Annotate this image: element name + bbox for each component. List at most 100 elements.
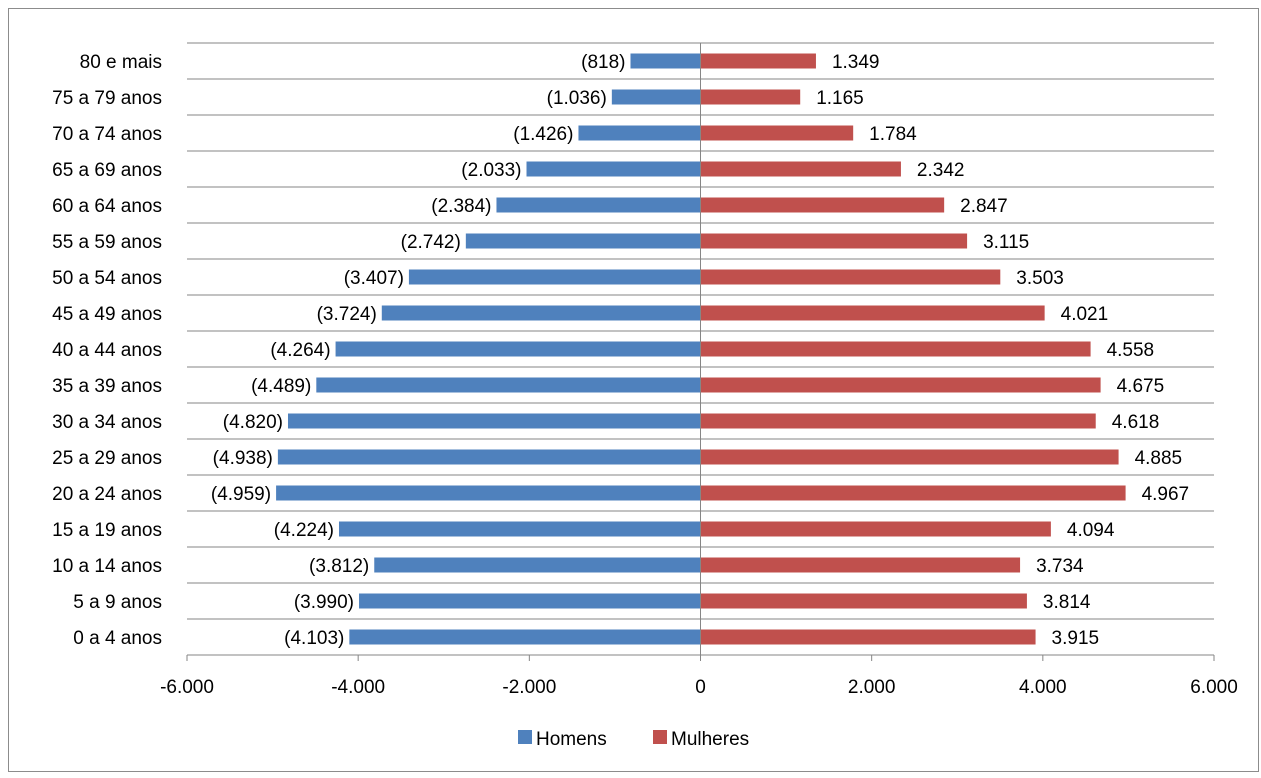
category-label: 20 a 24 anos xyxy=(52,484,162,505)
category-label: 45 a 49 anos xyxy=(52,304,162,325)
category-label: 35 a 39 anos xyxy=(52,376,162,397)
bar-mulheres xyxy=(700,125,854,141)
x-tick-label: 0 xyxy=(695,677,706,698)
data-label-mulheres: 4.675 xyxy=(1117,376,1165,397)
category-label: 75 a 79 anos xyxy=(52,88,162,109)
bar-mulheres xyxy=(700,161,901,177)
bar-homens xyxy=(408,269,701,285)
data-label-mulheres: 4.618 xyxy=(1112,412,1160,433)
bar-homens xyxy=(526,161,701,177)
data-label-mulheres: 1.349 xyxy=(832,52,880,73)
data-label-mulheres: 3.915 xyxy=(1052,628,1100,649)
legend: Homens Mulheres xyxy=(518,729,749,750)
bar-mulheres xyxy=(700,341,1091,357)
data-label-mulheres: 1.784 xyxy=(869,124,917,145)
x-tick-label: -6.000 xyxy=(160,677,214,698)
category-label: 60 a 64 anos xyxy=(52,196,162,217)
bar-homens xyxy=(338,521,701,537)
x-tick-label: 4.000 xyxy=(1019,677,1067,698)
data-label-mulheres: 4.021 xyxy=(1061,304,1109,325)
bar-mulheres xyxy=(700,269,1001,285)
legend-swatch xyxy=(518,730,532,744)
population-pyramid-chart: (4.103) (3.990) (3.812) (4.224)(4.959) (4.93… xyxy=(52,42,1238,750)
category-label: 40 a 44 anos xyxy=(52,340,162,361)
data-label-mulheres: 4.967 xyxy=(1142,484,1190,505)
data-label-homens: (1.036) xyxy=(547,88,607,109)
bar-homens xyxy=(578,125,701,141)
data-label-mulheres: 4.885 xyxy=(1135,448,1183,469)
data-label-homens: (4.224) xyxy=(274,520,334,541)
bar-mulheres xyxy=(700,197,945,213)
chart-frame: (4.103) (3.990) (3.812) (4.224) (4.959) (4.93… xyxy=(8,8,1259,772)
bar-homens xyxy=(465,233,701,249)
data-label-homens: (818) xyxy=(581,52,625,73)
data-label-homens: (4.820) xyxy=(223,412,283,433)
category-label: 25 a 29 anos xyxy=(52,448,162,469)
bar-homens xyxy=(611,89,701,105)
data-label-homens: (3.407) xyxy=(344,268,404,289)
bar-mulheres xyxy=(700,593,1027,609)
data-label-homens: (4.489) xyxy=(251,376,311,397)
x-tick-label: 2.000 xyxy=(848,677,896,698)
bar-homens xyxy=(630,53,701,69)
category-label: 5 a 9 anos xyxy=(73,592,162,613)
data-label-homens: (4.959) xyxy=(211,484,271,505)
category-label: 80 e mais xyxy=(80,52,162,73)
x-tick-label: -2.000 xyxy=(502,677,556,698)
category-label: 10 a 14 anos xyxy=(52,556,162,577)
data-label-homens: (4.103) xyxy=(284,628,344,649)
bar-homens xyxy=(349,629,701,645)
bar-homens xyxy=(381,305,701,321)
bar-homens xyxy=(277,449,701,465)
bar-homens xyxy=(359,593,701,609)
axes: 0 a 4 anos 5 a 9 anos 10 a 14 anos 15 a 19 … xyxy=(52,43,1238,698)
data-labels: (4.103) (3.990) (3.812) (4.224)(4.959) (4.93… xyxy=(211,52,1189,649)
bar-mulheres xyxy=(700,305,1045,321)
bars xyxy=(276,53,1126,645)
bar-homens xyxy=(496,197,701,213)
data-label-mulheres: 3.503 xyxy=(1016,268,1064,289)
bar-mulheres xyxy=(700,557,1021,573)
data-label-homens: (3.812) xyxy=(309,556,369,577)
data-label-homens: (4.264) xyxy=(270,340,330,361)
data-label-mulheres: 2.847 xyxy=(960,196,1008,217)
category-label: 0 a 4 anos xyxy=(73,628,162,649)
bar-mulheres xyxy=(700,89,801,105)
data-label-homens: (2.742) xyxy=(401,232,461,253)
bar-homens xyxy=(276,485,701,501)
category-label: 30 a 34 anos xyxy=(52,412,162,433)
bar-mulheres xyxy=(700,53,816,69)
bar-homens xyxy=(287,413,701,429)
x-tick-label: -4.000 xyxy=(331,677,385,698)
bar-mulheres xyxy=(700,521,1051,537)
data-label-homens: (2.033) xyxy=(461,160,521,181)
bar-mulheres xyxy=(700,485,1126,501)
bar-mulheres xyxy=(700,449,1119,465)
data-label-homens: (2.384) xyxy=(431,196,491,217)
data-label-homens: (3.990) xyxy=(294,592,354,613)
data-label-mulheres: 4.094 xyxy=(1067,520,1115,541)
bar-homens xyxy=(316,377,701,393)
data-label-mulheres: 2.342 xyxy=(917,160,965,181)
legend-item-mulheres: Mulheres xyxy=(653,729,749,750)
category-label: 70 a 74 anos xyxy=(52,124,162,145)
category-label: 50 a 54 anos xyxy=(52,268,162,289)
category-label: 65 a 69 anos xyxy=(52,160,162,181)
bar-mulheres xyxy=(700,233,968,249)
legend-item-homens: Homens xyxy=(518,729,607,750)
legend-label: Mulheres xyxy=(671,729,749,750)
bar-homens xyxy=(335,341,701,357)
category-label: 55 a 59 anos xyxy=(52,232,162,253)
bar-mulheres xyxy=(700,413,1096,429)
data-label-homens: (3.724) xyxy=(317,304,377,325)
category-label: 15 a 19 anos xyxy=(52,520,162,541)
data-label-mulheres: 4.558 xyxy=(1107,340,1155,361)
data-label-mulheres: 3.814 xyxy=(1043,592,1091,613)
data-label-homens: (4.938) xyxy=(213,448,273,469)
data-label-mulheres: 3.115 xyxy=(983,232,1029,253)
data-label-mulheres: 3.734 xyxy=(1036,556,1084,577)
bar-homens xyxy=(374,557,701,573)
data-label-mulheres: 1.165 xyxy=(816,88,864,109)
bar-mulheres xyxy=(700,377,1101,393)
data-label-homens: (1.426) xyxy=(513,124,573,145)
